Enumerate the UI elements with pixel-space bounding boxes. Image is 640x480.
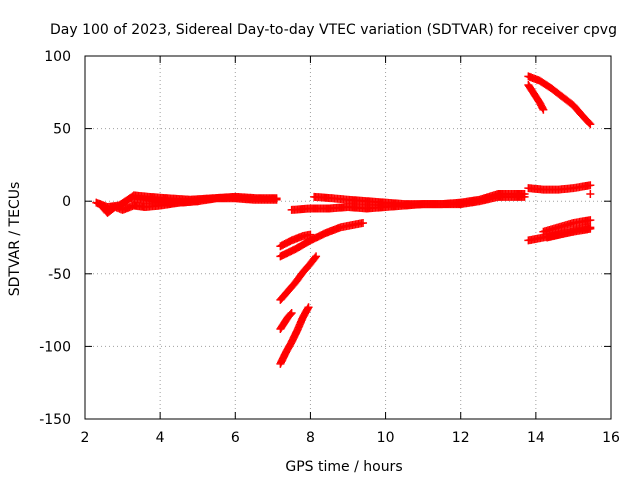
y-tick-label: -150	[39, 412, 71, 428]
x-tick-label: 6	[231, 430, 240, 446]
data-point	[520, 189, 529, 198]
series-s5	[310, 189, 529, 209]
data-point	[586, 223, 595, 232]
data-point	[359, 218, 368, 227]
y-tick-label: 50	[53, 122, 71, 138]
data-point	[585, 119, 594, 128]
data-point	[272, 194, 281, 203]
data-point	[586, 120, 595, 129]
data-point	[538, 104, 547, 113]
x-axis-label: GPS time / hours	[285, 459, 402, 475]
y-axis-label: SDTVAR / TECUs	[7, 182, 23, 297]
y-tick-label: 100	[44, 49, 71, 65]
series-s3	[118, 191, 281, 209]
series-s9	[276, 309, 296, 333]
data-point	[586, 216, 595, 225]
series-s10	[276, 303, 313, 368]
y-tick-label: -100	[39, 339, 71, 355]
series-s17	[543, 223, 595, 242]
data-points	[92, 72, 595, 368]
data-point	[586, 181, 595, 190]
x-tick-label: 12	[452, 430, 470, 446]
x-tick-label: 14	[527, 430, 545, 446]
series-s14	[586, 189, 595, 198]
data-point	[312, 252, 321, 261]
axis-ticks: 2 4 6 8 10 12 14 16 100 50 0 -50 -100 -150	[39, 49, 620, 446]
series-s12	[524, 81, 548, 114]
y-tick-label: 0	[62, 194, 71, 210]
series-s8	[276, 252, 321, 304]
data-point	[586, 189, 595, 198]
grid	[85, 56, 611, 419]
data-point	[286, 310, 295, 319]
x-tick-label: 16	[602, 430, 620, 446]
y-tick-label: -50	[48, 267, 71, 283]
data-point	[304, 303, 313, 312]
series-s16	[539, 216, 595, 236]
series-s7	[276, 218, 368, 261]
data-point	[311, 253, 320, 262]
data-point	[287, 309, 296, 318]
series-s13	[524, 181, 595, 194]
x-tick-label: 8	[306, 430, 315, 446]
x-tick-label: 2	[81, 430, 90, 446]
data-point	[539, 105, 548, 114]
chart-title: Day 100 of 2023, Sidereal Day-to-day VTE…	[50, 22, 617, 38]
plot-frame	[84, 55, 612, 420]
x-tick-label: 10	[377, 430, 395, 446]
series-s11	[524, 72, 595, 129]
x-tick-label: 4	[156, 430, 165, 446]
